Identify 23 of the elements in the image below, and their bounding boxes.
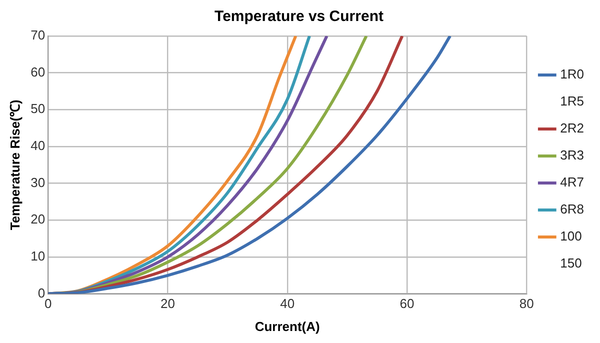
y-axis-title: Temperature Rise(℃) [7, 100, 22, 230]
legend-label: 3R3 [560, 148, 584, 163]
y-tick-label: 30 [30, 174, 46, 190]
y-tick-label: 60 [30, 64, 46, 80]
legend-label: 4R7 [560, 174, 584, 190]
text: 1R5 [560, 94, 584, 109]
x-tick-label: 20 [160, 296, 175, 312]
legend-label: 1R0 [560, 66, 584, 82]
legend-label: 2R2 [560, 120, 584, 136]
x-tick-label: 60 [400, 296, 414, 312]
y-tick-label: 40 [30, 138, 46, 154]
y-tick-label: 50 [30, 101, 46, 116]
legend-label: 100 [560, 228, 582, 244]
y-tick-label: 70 [30, 28, 46, 43]
x-tick-label: 80 [519, 296, 534, 312]
y-tick-label: 20 [30, 212, 46, 227]
y-tick-label: 0 [38, 285, 46, 300]
y-tick-label: 10 [30, 248, 46, 264]
x-axis-title: Current(A) [254, 318, 320, 334]
text: 150 [560, 256, 582, 271]
legend-label: 6R8 [560, 202, 584, 217]
x-tick-label: 40 [280, 296, 295, 312]
chart-title: Temperature vs Current [214, 8, 384, 26]
